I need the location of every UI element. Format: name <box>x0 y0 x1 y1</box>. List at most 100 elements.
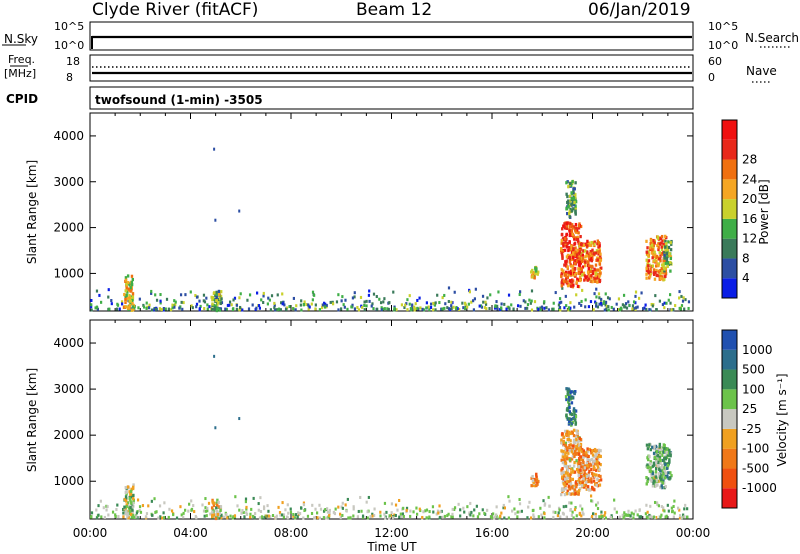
data-cell <box>271 514 275 518</box>
data-cell <box>485 307 488 311</box>
data-cell <box>128 306 131 310</box>
data-cell <box>649 241 652 246</box>
data-cell <box>569 257 572 262</box>
data-cell <box>323 508 327 512</box>
data-cell <box>645 258 648 262</box>
data-cell <box>641 307 645 311</box>
data-cell <box>422 308 426 312</box>
data-cell <box>594 482 597 486</box>
data-cell <box>568 240 571 244</box>
data-cell <box>610 514 613 518</box>
data-cell <box>458 307 461 311</box>
data-cell <box>100 300 103 304</box>
data-cell <box>657 460 660 464</box>
data-cell <box>581 265 585 269</box>
data-cell <box>157 516 160 520</box>
data-cell <box>655 483 658 488</box>
data-cell <box>662 506 665 510</box>
data-cell <box>646 463 649 467</box>
data-cell <box>576 253 579 257</box>
x-tick-label: 00:00 <box>73 526 108 540</box>
data-cell <box>585 275 589 279</box>
data-cell <box>468 511 471 515</box>
data-cell <box>597 450 600 454</box>
data-cell <box>450 300 453 304</box>
data-cell <box>365 304 368 308</box>
data-cell <box>269 308 272 312</box>
data-cell <box>403 306 406 310</box>
data-cell <box>380 306 383 310</box>
data-cell <box>632 300 636 304</box>
data-cell <box>600 297 603 301</box>
data-cell <box>582 455 585 459</box>
data-cell <box>669 261 672 265</box>
data-cell <box>267 509 270 513</box>
data-cell <box>645 307 648 311</box>
data-cell <box>663 269 666 273</box>
data-cell <box>583 278 586 282</box>
data-cell <box>273 303 276 307</box>
data-cell <box>645 276 648 280</box>
data-cell <box>650 476 654 480</box>
data-cell <box>122 515 125 519</box>
data-cell <box>215 503 219 507</box>
data-cell <box>559 308 562 312</box>
data-cell <box>590 467 593 472</box>
data-cell <box>190 499 193 503</box>
data-cell <box>311 503 314 507</box>
data-cell <box>597 292 601 296</box>
data-cell <box>391 516 394 520</box>
data-cell <box>662 443 666 447</box>
power-data-cells <box>90 147 691 313</box>
x-tick-label: 00:00 <box>676 526 711 540</box>
data-cell <box>564 272 568 277</box>
data-cell <box>215 295 218 300</box>
data-cell <box>583 260 587 264</box>
data-cell <box>577 452 581 456</box>
data-cell <box>560 438 563 442</box>
data-cell <box>124 512 127 516</box>
data-cell <box>518 502 522 506</box>
data-cell <box>591 485 594 490</box>
data-cell <box>587 449 590 453</box>
colorbar-segment <box>722 179 737 200</box>
data-cell <box>592 472 596 476</box>
data-cell <box>217 500 220 504</box>
data-cell <box>195 295 199 299</box>
data-cell <box>114 513 117 517</box>
data-cell <box>668 458 671 462</box>
data-cell <box>502 503 505 507</box>
data-cell <box>418 296 421 300</box>
data-cell <box>201 503 204 507</box>
data-cell <box>244 497 248 501</box>
data-cell <box>97 504 100 508</box>
data-cell <box>657 246 660 250</box>
data-cell <box>567 398 571 402</box>
data-cell <box>574 409 578 413</box>
data-cell <box>124 276 128 280</box>
data-cell <box>532 513 535 517</box>
data-cell <box>393 513 396 517</box>
colorbar-segment <box>722 159 737 180</box>
data-cell <box>645 272 648 276</box>
data-cell <box>647 269 650 274</box>
data-cell <box>656 464 659 468</box>
data-cell <box>212 303 216 308</box>
data-cell <box>634 290 638 294</box>
data-cell <box>577 226 581 230</box>
data-cell <box>341 506 344 510</box>
data-cell <box>145 512 149 516</box>
data-cell <box>597 474 601 478</box>
data-cell <box>226 516 229 520</box>
data-cell <box>218 511 221 515</box>
data-cell <box>346 497 349 501</box>
data-cell <box>652 461 656 465</box>
data-cell <box>110 299 113 303</box>
data-cell <box>273 301 276 305</box>
data-cell <box>646 510 649 514</box>
data-cell <box>680 294 683 298</box>
colorbar-tick-label: -25 <box>742 422 762 436</box>
data-cell <box>337 505 340 509</box>
data-cell <box>464 302 467 306</box>
data-cell <box>560 284 563 288</box>
